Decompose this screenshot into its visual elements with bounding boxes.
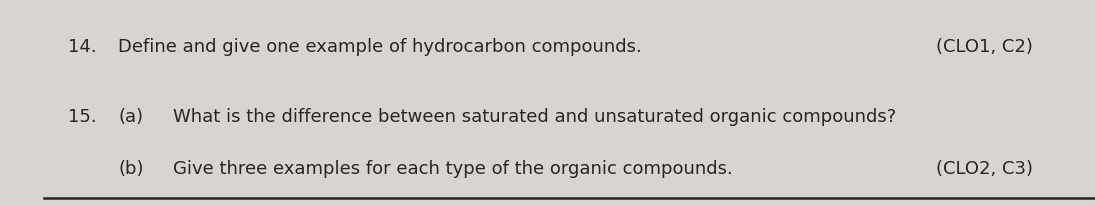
Text: Define and give one example of hydrocarbon compounds.: Define and give one example of hydrocarb… — [118, 38, 642, 56]
Text: 14.: 14. — [68, 38, 96, 56]
Text: What is the difference between saturated and unsaturated organic compounds?: What is the difference between saturated… — [173, 108, 897, 126]
Text: (a): (a) — [118, 108, 143, 126]
Text: (b): (b) — [118, 160, 143, 178]
Text: 15.: 15. — [68, 108, 96, 126]
Text: (CLO2, C3): (CLO2, C3) — [936, 160, 1034, 178]
Text: Give three examples for each type of the organic compounds.: Give three examples for each type of the… — [173, 160, 733, 178]
Text: (CLO1, C2): (CLO1, C2) — [936, 38, 1033, 56]
